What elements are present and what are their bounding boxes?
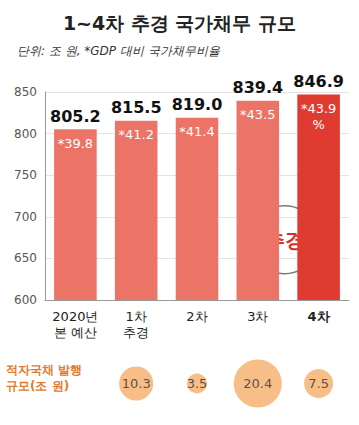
svg-text:추경: 추경 — [123, 325, 149, 340]
svg-text:4차: 4차 — [308, 309, 330, 324]
svg-text:3.5: 3.5 — [187, 376, 208, 391]
svg-text:*43.9: *43.9 — [301, 101, 336, 116]
svg-text:846.9: 846.9 — [293, 72, 344, 91]
svg-text:*41.2: *41.2 — [118, 127, 153, 142]
svg-text:*39.8: *39.8 — [58, 136, 93, 151]
svg-text:*43.5: *43.5 — [240, 107, 275, 122]
svg-text:*41.4: *41.4 — [179, 124, 214, 139]
svg-text:2020년: 2020년 — [52, 309, 98, 324]
svg-text:1차: 1차 — [126, 309, 147, 324]
svg-text:600: 600 — [14, 293, 37, 307]
svg-text:800: 800 — [14, 127, 37, 141]
svg-text:단위: 조 원, *GDP 대비 국가채무비율: 단위: 조 원, *GDP 대비 국가채무비율 — [17, 44, 221, 58]
svg-text:2차: 2차 — [186, 309, 207, 324]
svg-text:10.3: 10.3 — [122, 376, 151, 391]
svg-text:1~4차 추경 국가채무 규모: 1~4차 추경 국가채무 규모 — [63, 12, 296, 34]
svg-text:%: % — [312, 117, 324, 132]
svg-text:839.4: 839.4 — [232, 78, 283, 97]
svg-text:적자국채 발행: 적자국채 발행 — [6, 363, 82, 377]
svg-text:805.2: 805.2 — [50, 107, 101, 126]
svg-text:7.5: 7.5 — [308, 376, 329, 391]
svg-text:3차: 3차 — [247, 309, 268, 324]
svg-text:650: 650 — [14, 251, 37, 265]
svg-text:850: 850 — [14, 85, 37, 99]
svg-text:750: 750 — [14, 168, 37, 182]
svg-text:815.5: 815.5 — [111, 98, 162, 117]
svg-text:본 예산: 본 예산 — [54, 325, 97, 340]
svg-text:규모(조 원): 규모(조 원) — [6, 379, 69, 393]
svg-text:700: 700 — [14, 210, 37, 224]
svg-text:20.4: 20.4 — [243, 376, 272, 391]
svg-text:819.0: 819.0 — [172, 95, 223, 114]
